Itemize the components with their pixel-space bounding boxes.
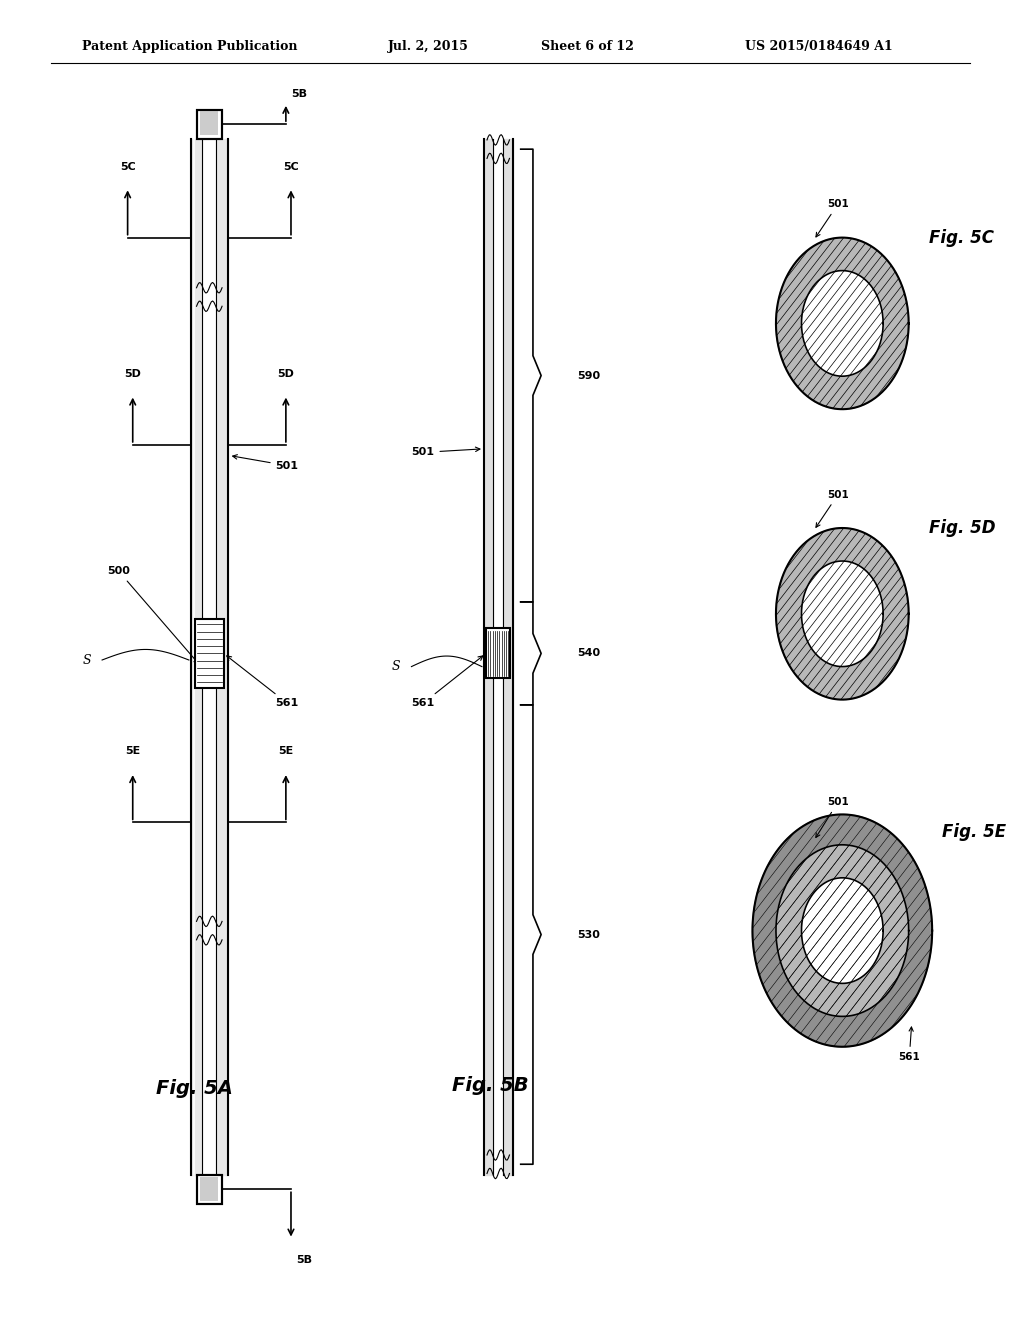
Text: 5C: 5C (283, 161, 299, 172)
Text: 561: 561 (412, 656, 483, 709)
Text: 500: 500 (108, 566, 199, 664)
Polygon shape (776, 845, 908, 1016)
Polygon shape (802, 271, 883, 376)
Text: 561: 561 (898, 1027, 921, 1063)
Bar (197, 1175, 221, 1204)
Text: Fig. 5E: Fig. 5E (942, 822, 1007, 841)
Bar (486, 628, 511, 678)
Text: Fig. 5D: Fig. 5D (929, 519, 995, 537)
Text: 501: 501 (232, 454, 299, 471)
Text: 530: 530 (577, 929, 600, 940)
Text: Sheet 6 of 12: Sheet 6 of 12 (541, 40, 634, 53)
Text: 590: 590 (577, 371, 600, 380)
Text: 501: 501 (816, 199, 849, 236)
Text: 5E: 5E (279, 746, 294, 756)
Text: 5C: 5C (120, 161, 135, 172)
Text: S: S (392, 660, 400, 673)
Bar (200, 1177, 218, 1201)
Bar (197, 110, 221, 139)
Bar (195, 619, 223, 688)
Text: 561: 561 (226, 656, 299, 709)
Text: 501: 501 (412, 447, 480, 458)
Polygon shape (776, 238, 908, 409)
Text: 501: 501 (816, 490, 849, 527)
Text: Patent Application Publication: Patent Application Publication (82, 40, 297, 53)
Bar (197, 1175, 221, 1204)
Text: Fig. 5A: Fig. 5A (156, 1080, 232, 1098)
Text: 5E: 5E (125, 746, 140, 756)
Text: Fig. 5B: Fig. 5B (452, 1076, 528, 1094)
Text: 5B: 5B (291, 88, 307, 99)
Bar (200, 111, 218, 135)
Text: 5D: 5D (124, 368, 141, 379)
Polygon shape (802, 878, 883, 983)
Bar (197, 110, 221, 139)
Text: 5D: 5D (278, 368, 294, 379)
Polygon shape (753, 814, 932, 1047)
Polygon shape (802, 561, 883, 667)
Text: 540: 540 (577, 648, 600, 659)
Text: Jul. 2, 2015: Jul. 2, 2015 (388, 40, 469, 53)
Text: US 2015/0184649 A1: US 2015/0184649 A1 (745, 40, 893, 53)
Text: 501: 501 (816, 797, 849, 837)
Polygon shape (776, 528, 908, 700)
Text: S: S (83, 653, 91, 667)
Text: Fig. 5C: Fig. 5C (929, 228, 994, 247)
Text: 5B: 5B (296, 1255, 312, 1266)
